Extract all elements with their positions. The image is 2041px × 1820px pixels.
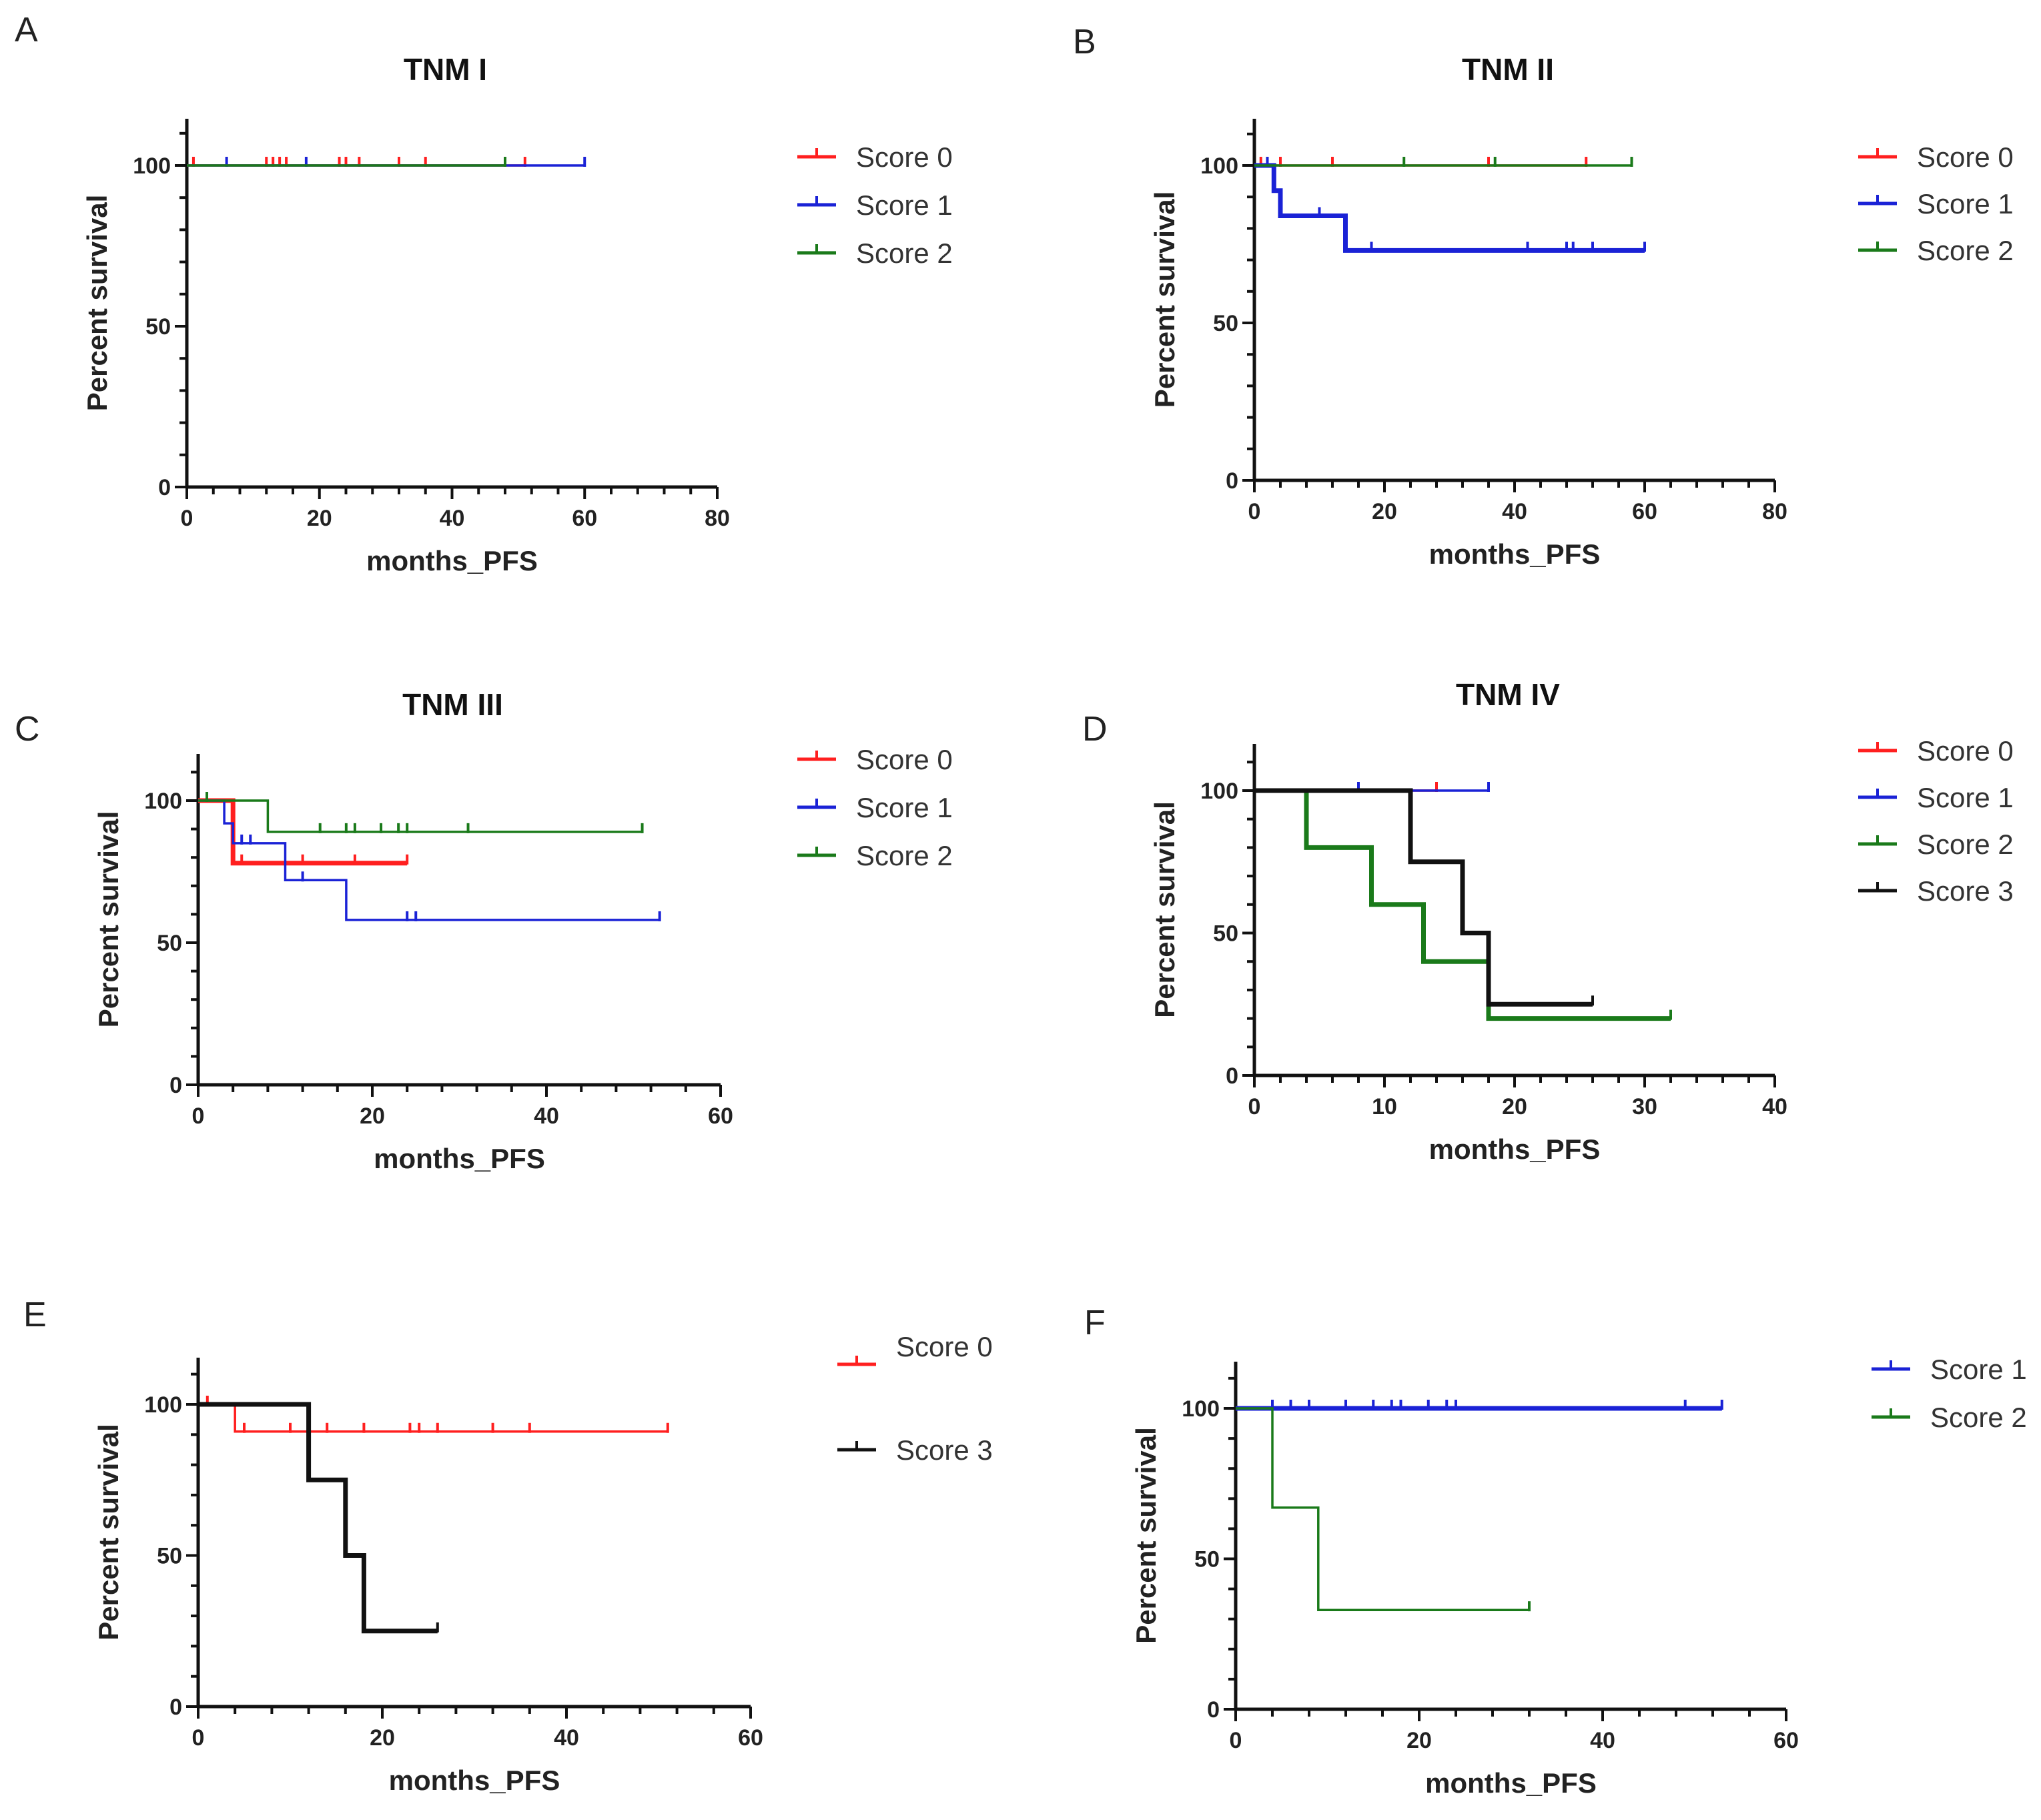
legend-label: Score 2 — [1930, 1402, 2027, 1433]
x-tick-label: 60 — [708, 1103, 733, 1129]
y-tick-label: 0 — [169, 1073, 182, 1098]
x-tick-label: 0 — [1230, 1728, 1242, 1753]
x-tick-label: 30 — [1632, 1094, 1657, 1119]
x-axis-label: months_PFS — [1429, 1133, 1601, 1165]
x-tick-label: 20 — [307, 506, 332, 531]
x-tick-label: 40 — [534, 1103, 559, 1129]
legend-label: Score 0 — [1917, 735, 2014, 767]
y-tick-label: 0 — [158, 475, 171, 500]
y-tick-label: 100 — [1200, 779, 1238, 804]
y-tick-label: 50 — [1194, 1547, 1220, 1572]
legend-label: Score 2 — [856, 238, 953, 269]
y-tick-label: 0 — [169, 1695, 182, 1720]
y-axis-label: Percent survival — [93, 1424, 124, 1641]
chart-title: TNM II — [1462, 52, 1554, 87]
y-tick-label: 100 — [1182, 1396, 1220, 1422]
y-tick-label: 50 — [1213, 311, 1238, 336]
legend-label: Score 1 — [856, 189, 953, 221]
x-tick-label: 0 — [181, 506, 193, 531]
panel-b: B TNM II 0 50 100 0 20 40 60 80 months_PFS Percent … — [1073, 23, 2014, 570]
km-curve-score-2 — [198, 799, 643, 833]
panel-d: D TNM IV 0 50 100 0 10 20 30 40 months_PFS Percent … — [1082, 677, 2014, 1165]
y-tick-label: 0 — [1207, 1697, 1220, 1723]
x-tick-label: 60 — [1632, 499, 1657, 524]
legend-label: Score 1 — [1917, 188, 2014, 219]
legend-label: Score 1 — [856, 792, 953, 823]
x-tick-label: 80 — [705, 506, 730, 531]
panel-letter: A — [15, 11, 38, 49]
y-axis-label: Percent survival — [1130, 1427, 1162, 1644]
legend-label: Score 2 — [856, 840, 953, 871]
x-tick-label: 20 — [360, 1103, 385, 1129]
x-tick-label: 0 — [1248, 499, 1261, 524]
legend-label: Score 0 — [1917, 141, 2014, 173]
x-tick-label: 40 — [1590, 1728, 1615, 1753]
km-curve-score-1 — [198, 799, 660, 921]
y-tick-label: 0 — [1226, 468, 1238, 494]
panel-a: A TNM I 0 50 100 0 20 40 60 80 months_PFS Percent s… — [15, 11, 953, 576]
legend-label: Score 3 — [896, 1434, 993, 1466]
y-axis-label: Percent survival — [93, 811, 124, 1028]
panel-e: E 0 50 100 0 20 40 60 months_PFS Percent survival… — [23, 1296, 993, 1796]
x-tick-label: 10 — [1372, 1094, 1397, 1119]
y-tick-label: 100 — [144, 789, 182, 814]
x-tick-label: 40 — [1502, 499, 1527, 524]
panel-letter: C — [15, 710, 40, 749]
legend-label: Score 2 — [1917, 235, 2014, 266]
x-axis-label: months_PFS — [374, 1143, 545, 1174]
x-tick-label: 40 — [440, 506, 465, 531]
x-tick-label: 60 — [1773, 1728, 1799, 1753]
y-tick-label: 50 — [145, 314, 171, 340]
km-curve-score-1 — [1254, 163, 1645, 253]
chart-title: TNM IV — [1456, 677, 1560, 712]
km-curve-score-3 — [1254, 788, 1593, 1007]
y-tick-label: 50 — [157, 931, 182, 956]
y-tick-label: 50 — [157, 1544, 182, 1569]
km-curve-score-0 — [198, 1403, 668, 1433]
x-tick-label: 20 — [1502, 1094, 1527, 1119]
y-tick-label: 100 — [133, 153, 171, 179]
x-axis-label: months_PFS — [366, 545, 538, 576]
km-curve-score-3 — [198, 1402, 438, 1634]
x-tick-label: 0 — [192, 1103, 205, 1129]
y-axis-label: Percent survival — [1149, 191, 1180, 408]
chart-title: TNM III — [402, 687, 503, 722]
km-curve-score-2 — [1236, 1407, 1529, 1611]
y-tick-label: 100 — [144, 1392, 182, 1418]
x-tick-label: 40 — [554, 1725, 579, 1751]
y-tick-label: 0 — [1226, 1063, 1238, 1089]
y-tick-label: 50 — [1213, 921, 1238, 947]
panel-c: C TNM III 0 50 100 0 20 40 60 months_PFS Percent s… — [15, 687, 953, 1174]
panel-letter: E — [23, 1296, 47, 1334]
legend-label: Score 0 — [856, 141, 953, 173]
panel-f: F 0 50 100 0 20 40 60 months_PFS Percent survival… — [1084, 1304, 2027, 1799]
x-axis-label: months_PFS — [1429, 538, 1601, 570]
y-axis-label: Percent survival — [1149, 801, 1180, 1018]
x-tick-label: 20 — [370, 1725, 395, 1751]
panel-letter: F — [1084, 1304, 1106, 1342]
legend-label: Score 2 — [1917, 829, 2014, 860]
legend-label: Score 0 — [896, 1331, 993, 1362]
legend-label: Score 0 — [856, 744, 953, 775]
legend-label: Score 1 — [1930, 1354, 2027, 1385]
legend-label: Score 1 — [1917, 782, 2014, 813]
x-tick-label: 60 — [572, 506, 597, 531]
legend-label: Score 3 — [1917, 875, 2014, 907]
x-tick-label: 80 — [1762, 499, 1787, 524]
x-axis-label: months_PFS — [389, 1765, 560, 1796]
x-tick-label: 40 — [1762, 1094, 1787, 1119]
chart-title: TNM I — [404, 52, 487, 87]
x-tick-label: 20 — [1372, 499, 1397, 524]
x-tick-label: 0 — [192, 1725, 205, 1751]
panel-letter: D — [1082, 710, 1108, 749]
panel-letter: B — [1073, 23, 1096, 61]
x-tick-label: 0 — [1248, 1094, 1261, 1119]
x-axis-label: months_PFS — [1425, 1767, 1597, 1799]
y-tick-label: 100 — [1200, 153, 1238, 179]
x-tick-label: 60 — [738, 1725, 763, 1751]
x-tick-label: 20 — [1406, 1728, 1432, 1753]
y-axis-label: Percent survival — [81, 195, 113, 412]
